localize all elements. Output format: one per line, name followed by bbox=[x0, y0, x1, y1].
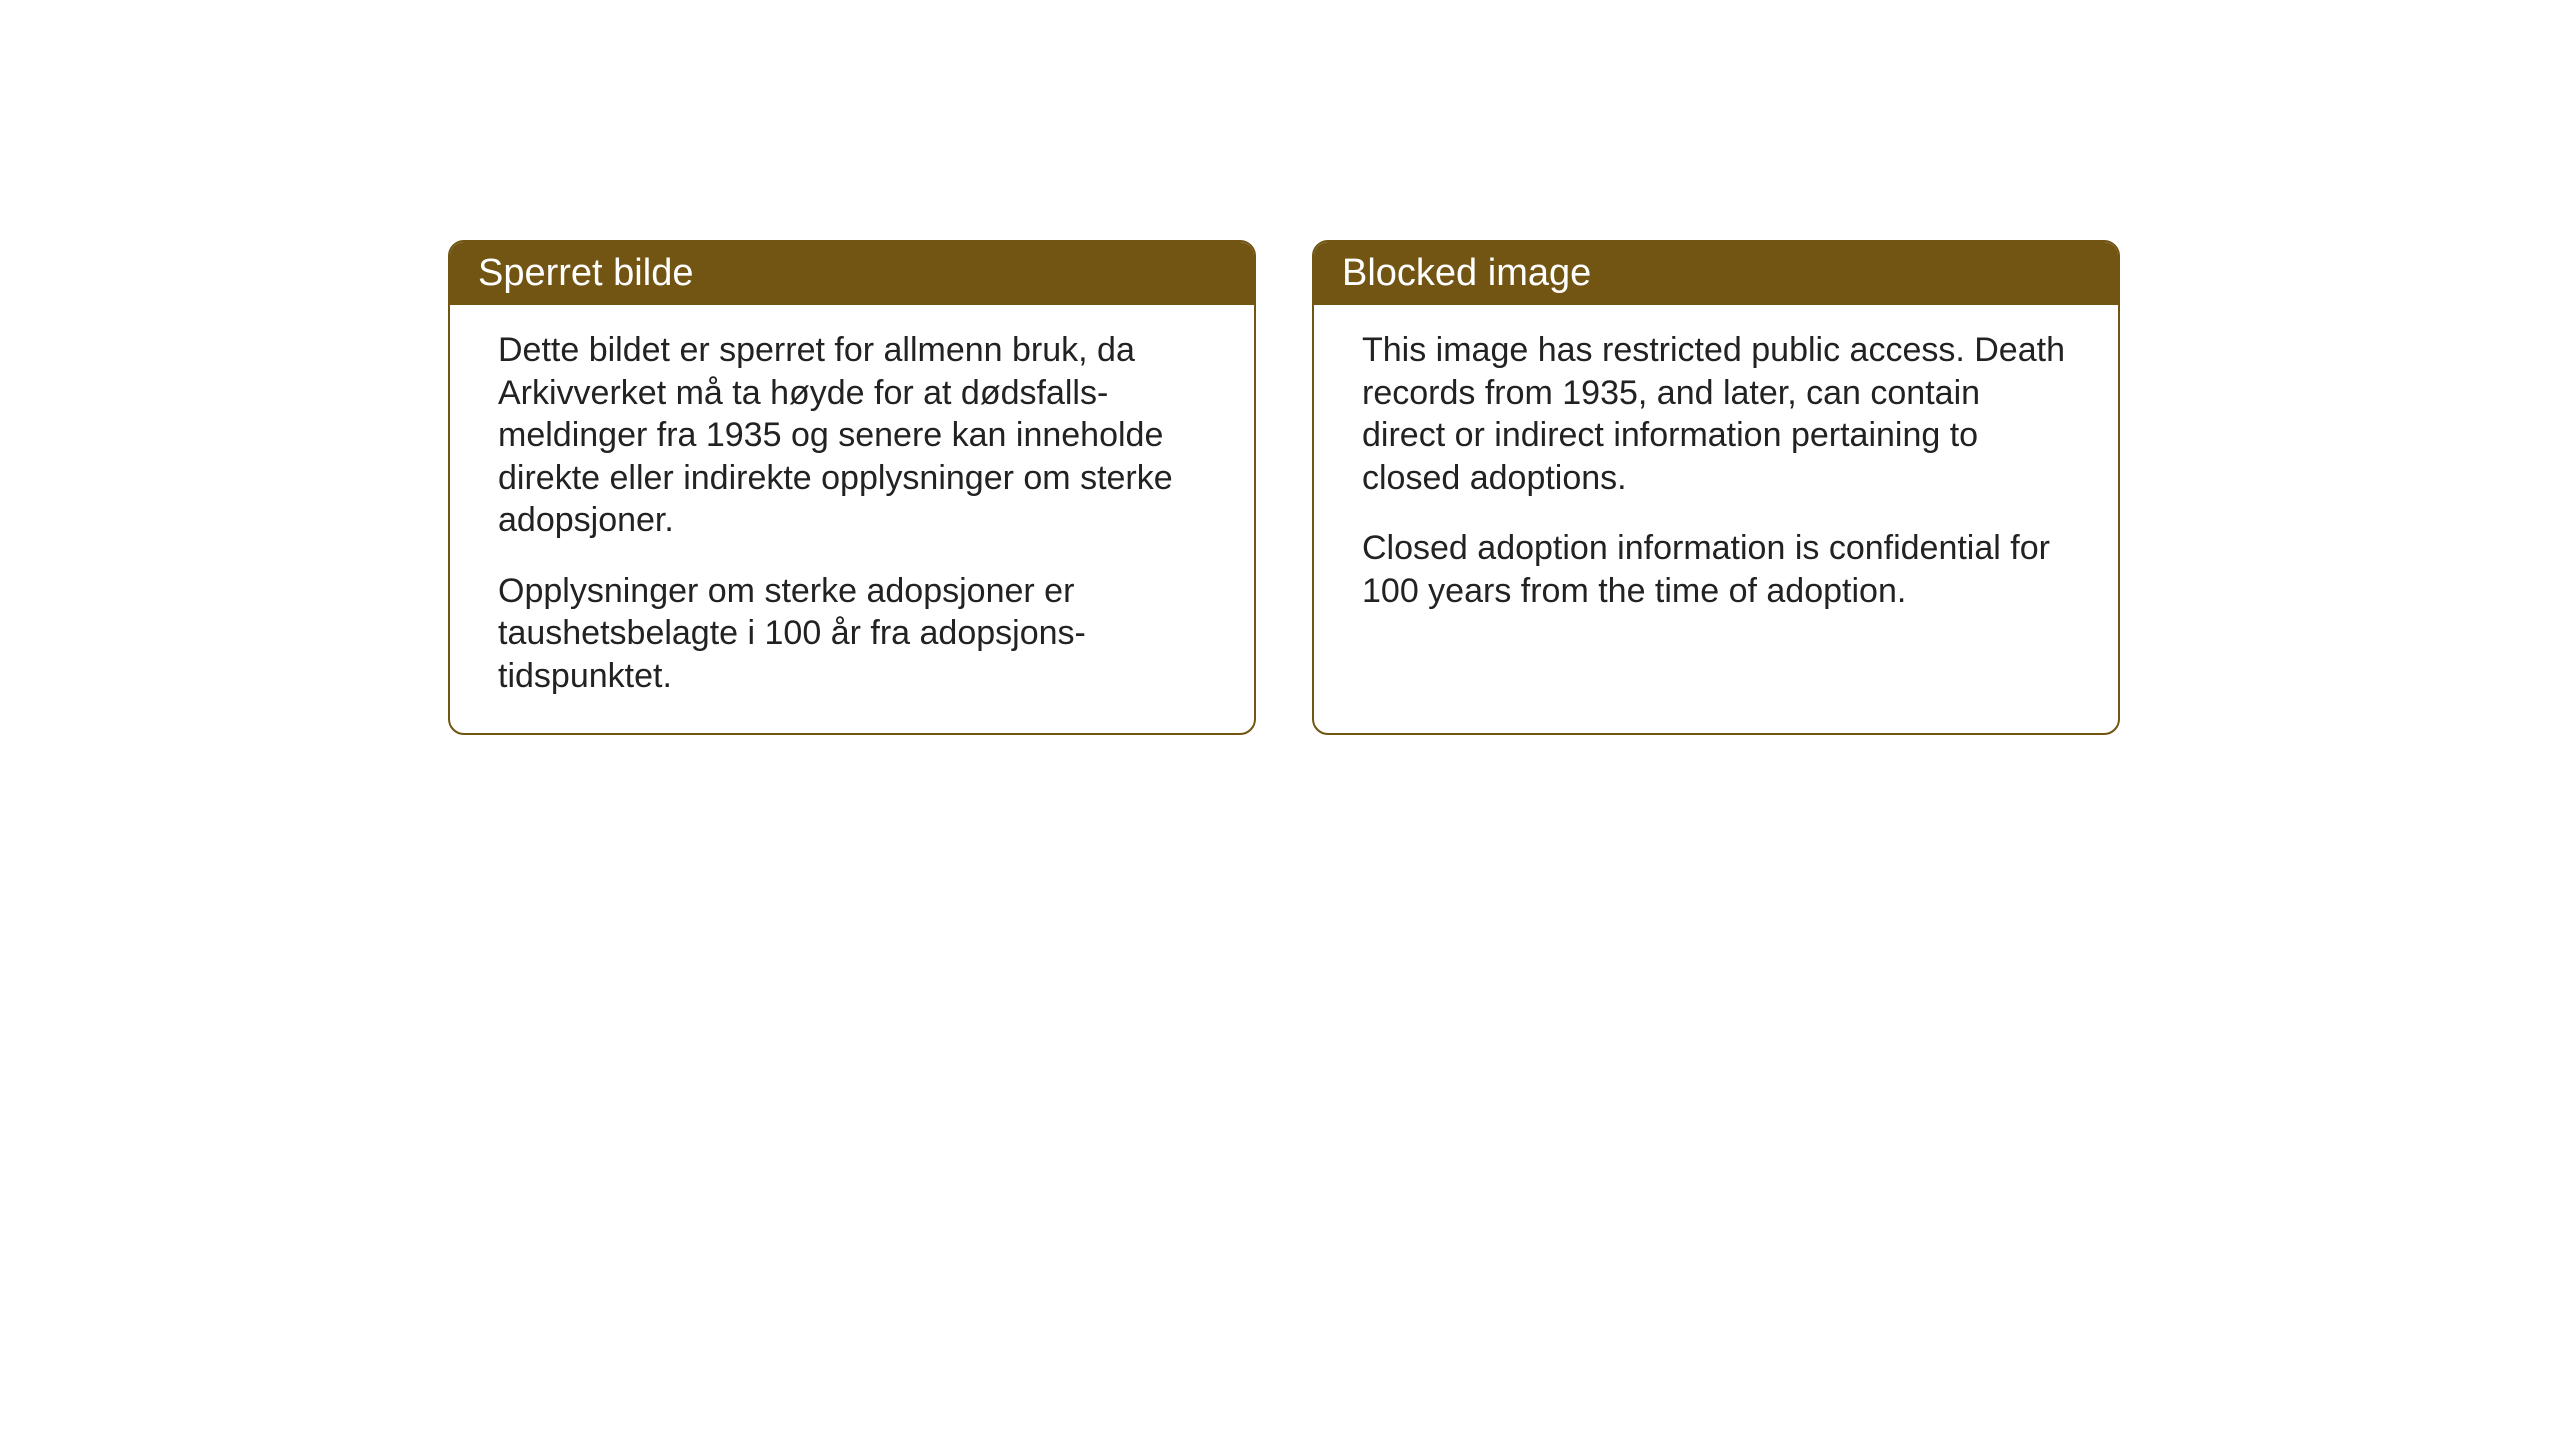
norwegian-card-header: Sperret bilde bbox=[450, 242, 1254, 305]
english-card-header: Blocked image bbox=[1314, 242, 2118, 305]
english-paragraph-2: Closed adoption information is confident… bbox=[1362, 527, 2070, 612]
notice-container: Sperret bilde Dette bildet er sperret fo… bbox=[448, 240, 2120, 735]
norwegian-paragraph-2: Opplysninger om sterke adopsjoner er tau… bbox=[498, 570, 1206, 698]
norwegian-card-body: Dette bildet er sperret for allmenn bruk… bbox=[450, 305, 1254, 733]
english-notice-card: Blocked image This image has restricted … bbox=[1312, 240, 2120, 735]
norwegian-title: Sperret bilde bbox=[478, 252, 693, 294]
english-title: Blocked image bbox=[1342, 252, 1591, 294]
english-card-body: This image has restricted public access.… bbox=[1314, 305, 2118, 648]
english-paragraph-1: This image has restricted public access.… bbox=[1362, 329, 2070, 499]
norwegian-paragraph-1: Dette bildet er sperret for allmenn bruk… bbox=[498, 329, 1206, 542]
norwegian-notice-card: Sperret bilde Dette bildet er sperret fo… bbox=[448, 240, 1256, 735]
